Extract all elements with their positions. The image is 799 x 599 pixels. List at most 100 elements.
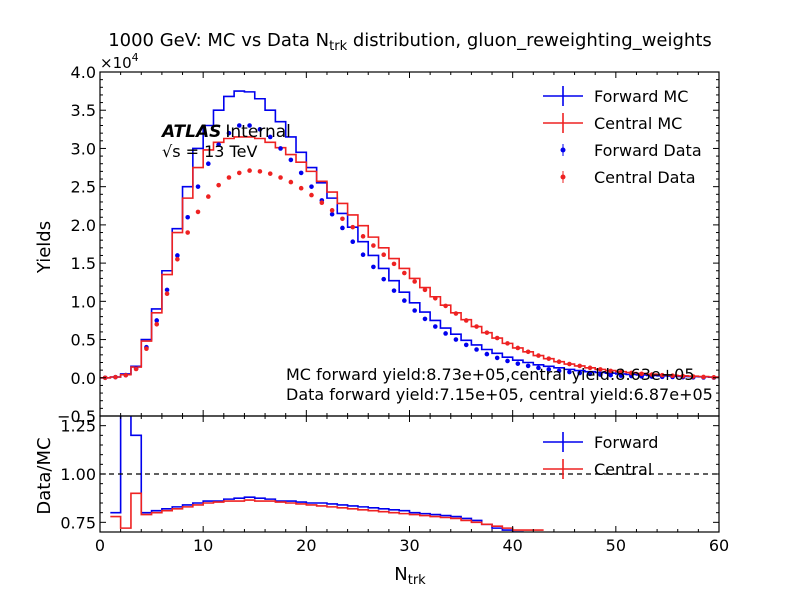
central-mc-legend-label: Central MC	[594, 114, 682, 133]
central-data-point	[536, 353, 541, 358]
forward-data-point	[494, 355, 500, 361]
central-data-point	[505, 341, 510, 346]
forward-data-point	[278, 146, 283, 151]
chart-title-main: 1000 GeV: MC vs Data N	[108, 30, 329, 51]
central-data-point	[144, 346, 149, 352]
central-data-point	[319, 200, 325, 206]
forward-data-point	[206, 161, 211, 167]
central-data-point	[525, 349, 531, 355]
central-data-point	[659, 372, 665, 378]
central-data-point	[350, 224, 356, 230]
central-data-point	[608, 368, 613, 374]
central-data-point	[391, 261, 397, 267]
main-y-axis-label: Yields	[34, 221, 55, 274]
central-data-point	[164, 291, 170, 296]
atlas-label-name: ATLAS	[160, 122, 221, 142]
forward-data-point	[236, 123, 242, 128]
central-data-point	[154, 321, 160, 327]
central-data-point	[185, 230, 190, 235]
y-multiplier-exp: 4	[132, 51, 139, 64]
central-data-point	[216, 182, 221, 188]
central-data-point	[247, 168, 252, 173]
atlas-energy: √s = 13 TeV	[162, 142, 257, 161]
central-data-point	[236, 170, 242, 176]
central-data-point	[371, 243, 376, 248]
central-data-point	[360, 234, 366, 239]
forward-data-point	[525, 363, 531, 369]
central-data-point	[474, 324, 479, 329]
forward-data-point	[164, 287, 170, 293]
x-tick-label: 50	[606, 536, 626, 555]
main-series-layer	[100, 90, 719, 381]
forward-data-point	[350, 239, 356, 245]
mc-yield-annotation: MC forward yield:8.73e+05,central yield:…	[286, 365, 695, 384]
forward-data-point	[422, 316, 428, 322]
chart-title-rest: distribution, gluon_reweighting_weights	[347, 30, 712, 51]
central-data-point	[195, 209, 201, 215]
central-data-point	[443, 303, 448, 309]
central-data-point	[587, 365, 593, 371]
main-legend: Forward MC Central MC Forward Data Central …	[543, 86, 702, 187]
forward-mc-line	[100, 90, 719, 379]
forward-data-point	[598, 372, 603, 377]
forward-data-point	[381, 276, 387, 282]
central-data-point	[432, 295, 438, 301]
forward-data-point	[567, 369, 572, 375]
forward-data-point	[608, 372, 613, 378]
central-data-point	[298, 185, 304, 191]
forward-data-point	[546, 367, 552, 372]
forward-data-point	[505, 358, 510, 364]
central-data-point	[133, 366, 139, 372]
ratio-y-tick-label: 1.25	[60, 417, 96, 436]
central-data-point	[113, 374, 118, 380]
main-y-tick-label: 3.0	[71, 139, 96, 158]
central-data-point	[340, 216, 345, 222]
forward-data-point	[443, 331, 448, 336]
x-tick-label: 30	[399, 536, 419, 555]
central-data-point	[680, 373, 686, 379]
central-data-point	[577, 363, 583, 369]
forward-data-point	[195, 184, 201, 189]
central-data-point	[515, 345, 521, 351]
forward-data-point	[536, 365, 541, 371]
central-data-point	[670, 373, 675, 379]
forward-mc-legend-label: Forward MC	[594, 87, 688, 106]
main-y-tick-label: 3.5	[71, 101, 96, 120]
main-y-tick-label: 4.0	[71, 63, 96, 82]
central-data-point	[556, 359, 562, 365]
central-data-point	[618, 369, 624, 375]
central-data-point	[649, 372, 655, 377]
ratio-central-legend-label: Central	[594, 460, 652, 479]
forward-data-point	[329, 211, 335, 217]
ratio-central-line	[110, 492, 544, 531]
x-tick-label: 10	[193, 536, 213, 555]
main-y-tick-label: −0.5	[57, 407, 96, 426]
atlas-label: ATLAS Internal	[160, 122, 291, 142]
x-tick-label: 0	[95, 536, 105, 555]
forward-data-point	[432, 324, 438, 329]
forward-data-point	[618, 373, 624, 378]
forward-data-point	[247, 123, 252, 128]
central-data-point	[412, 279, 417, 284]
ratio-forward-legend-label: Forward	[594, 433, 658, 452]
ratio-series-layer	[110, 416, 544, 532]
x-tick-label: 60	[709, 536, 729, 555]
central-data-point	[567, 361, 572, 367]
forward-data-point	[556, 368, 562, 374]
central-data-point	[494, 335, 500, 341]
forward-data-point	[484, 351, 490, 357]
forward-data-point	[226, 130, 232, 136]
forward-data-point	[340, 225, 345, 231]
forward-data-point	[412, 308, 417, 313]
central-data-point	[402, 270, 407, 276]
central-data-point	[123, 372, 129, 378]
chart-title: 1000 GeV: MC vs Data Ntrk distribution, …	[108, 30, 712, 54]
forward-data-point	[257, 127, 263, 132]
y-multiplier: ×104	[100, 51, 139, 72]
forward-data-point	[154, 318, 160, 323]
x-axis-label: Ntrk	[394, 564, 426, 588]
ratio-y-axis-label: Data/MC	[34, 437, 55, 514]
central-data-point	[288, 179, 294, 185]
forward-data-point	[288, 157, 294, 163]
